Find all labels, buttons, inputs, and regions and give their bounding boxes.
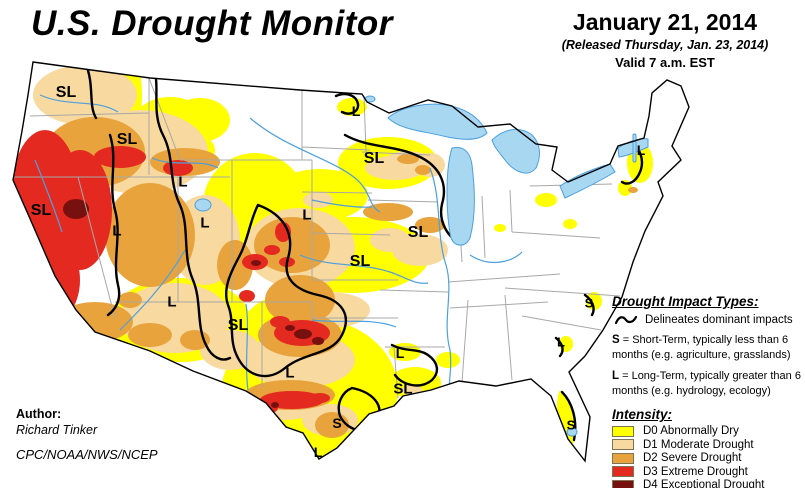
intensity-swatch-d3 (612, 466, 634, 478)
short-term-key: S (612, 334, 620, 346)
intensity-label: D4 Exceptional Drought (643, 479, 765, 488)
long-term-definition: L = Long-Term, typically greater than 6 … (612, 369, 802, 398)
rivers (34, 94, 523, 399)
lake-superior (387, 103, 488, 140)
author-label: Author: (16, 407, 62, 421)
long-term-key: L (612, 370, 620, 383)
intensity-row: D2 Severe Drought (612, 452, 802, 464)
state-borders (14, 77, 621, 399)
lake-michigan (446, 147, 475, 246)
us-outline (12, 61, 690, 463)
long-term-text: = Long-Term, typically greater than 6 mo… (612, 370, 801, 398)
intensity-row: D0 Abnormally Dry (612, 425, 802, 437)
intensity-row: D3 Extreme Drought (612, 466, 802, 478)
intensity-label: D2 Severe Drought (643, 452, 742, 465)
valid-time: Valid 7 a.m. EST (615, 55, 715, 71)
author-name: Richard Tinker (16, 422, 98, 437)
page-title: U.S. Drought Monitor (31, 4, 393, 43)
intensity-swatch-d2 (612, 452, 634, 464)
lake-huron (491, 128, 540, 174)
intensity-list: D0 Abnormally Dry D1 Moderate Drought D2 S… (612, 425, 802, 488)
impact-line-label: Delineates dominant impacts (645, 314, 793, 326)
impact-line-row: Delineates dominant impacts (614, 314, 802, 326)
intensity-swatch-d4 (612, 479, 634, 488)
short-term-text: = Short-Term, typically less than 6 mont… (612, 334, 791, 361)
great-lakes (194, 95, 649, 437)
author-org: CPC/NOAA/NWS/NCEP (16, 447, 158, 463)
lake-okeechobee (566, 427, 578, 437)
squiggle-line-icon (614, 315, 638, 325)
impact-types-title: Drought Impact Types: (612, 294, 759, 309)
lake-erie (559, 163, 616, 199)
legend-panel: Drought Impact Types: Delineates dominan… (612, 294, 802, 488)
lake-champlain (632, 133, 637, 163)
short-term-definition: S = Short-Term, typically less than 6 mo… (612, 333, 802, 362)
map-date: January 21, 2014 (572, 9, 758, 35)
intensity-label: D3 Extreme Drought (643, 465, 748, 478)
intensity-swatch-d1 (612, 439, 634, 451)
drought-layer-d4 (63, 199, 324, 408)
intensity-label: D0 Abnormally Dry (643, 425, 739, 438)
intensity-row: D1 Moderate Drought (612, 439, 802, 451)
great-salt-lake (194, 198, 212, 212)
release-date: (Released Thursday, Jan. 23, 2014) (561, 37, 769, 52)
intensity-label: D1 Moderate Drought (643, 438, 754, 451)
date-block: January 21, 2014 (Released Thursday, Jan… (543, 8, 787, 72)
intensity-row: D4 Exceptional Drought (612, 479, 802, 488)
author-block: Author: Richard Tinker CPC/NOAA/NWS/NCEP (16, 407, 158, 464)
intensity-swatch-d0 (612, 425, 634, 437)
intensity-title: Intensity: (612, 407, 673, 423)
